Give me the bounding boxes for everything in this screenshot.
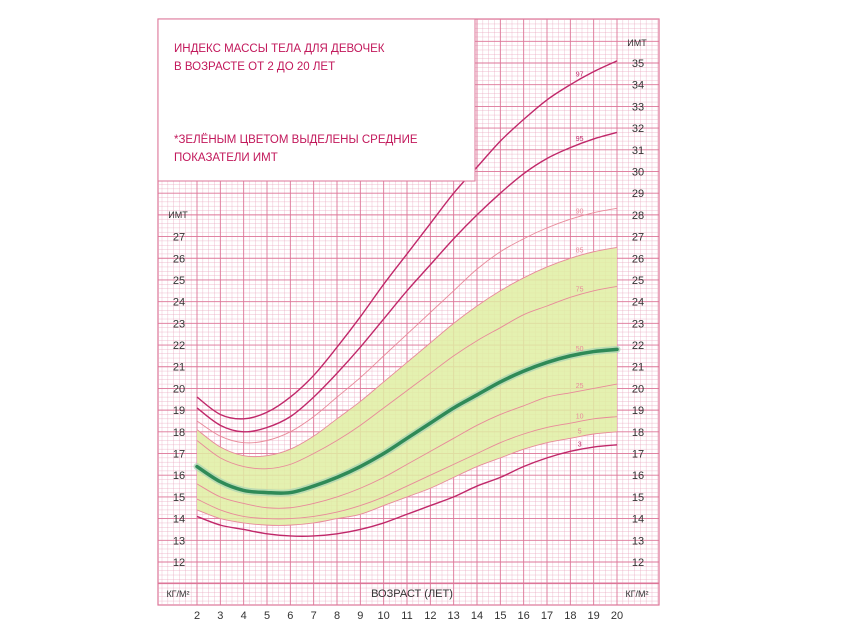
- y-tick-label-right: 21: [632, 362, 644, 374]
- y-tick-label-right: 13: [632, 535, 644, 547]
- x-tick-label: 3: [217, 610, 223, 620]
- percentile-label-5: 5: [578, 429, 582, 436]
- percentile-label-3: 3: [578, 442, 582, 449]
- x-tick-label: 19: [588, 610, 600, 620]
- y-tick-label-right: 32: [632, 123, 644, 135]
- y-tick-label-right: 20: [632, 383, 644, 395]
- y-tick-label-right: 17: [632, 449, 644, 461]
- average-band: [197, 247, 617, 526]
- y-tick-label-right: 22: [632, 340, 644, 352]
- y-tick-label-left: 16: [173, 470, 185, 482]
- curve-p10: [196, 416, 618, 520]
- y-tick-label-left: 20: [173, 383, 185, 395]
- percentile-label-97: 97: [576, 71, 584, 78]
- x-tick-label: 11: [401, 610, 412, 620]
- x-tick-label: 6: [287, 610, 293, 620]
- y-tick-label-left: 14: [173, 514, 185, 526]
- percentile-curves: [193, 60, 621, 537]
- percentile-label-75: 75: [576, 287, 584, 294]
- chart-title-line-1: ИНДЕКС МАССЫ ТЕЛА ДЛЯ ДЕВОЧЕК: [174, 43, 385, 55]
- chart-title-line-2: В ВОЗРАСТЕ ОТ 2 ДО 20 ЛЕТ: [174, 61, 335, 73]
- y-tick-label-right: 26: [632, 253, 644, 265]
- x-tick-label: 18: [564, 610, 576, 620]
- y-tick-label-left: 24: [173, 297, 185, 309]
- y-tick-label-left: 22: [173, 340, 185, 352]
- y-tick-label-right: 23: [632, 318, 644, 330]
- y-tick-label-right: 27: [632, 232, 644, 244]
- curve-p3: [196, 444, 618, 537]
- y-tick-label-right: 33: [632, 101, 644, 113]
- curve-p95: [196, 131, 618, 433]
- curve-p75: [196, 286, 618, 470]
- axes: 2 3 4 5 6 7 8 9 10 11 12 13 14 15 16 17 18 19 201213141516…: [173, 58, 644, 620]
- y-tick-label-right: 15: [632, 492, 644, 504]
- x-tick-label: 2: [194, 610, 200, 620]
- y-tick-label-right: 34: [632, 80, 644, 92]
- y-axis-title-right: ИМТ: [627, 38, 647, 48]
- curve-p85: [196, 246, 618, 458]
- y-tick-label-right: 12: [632, 557, 644, 569]
- y-tick-label-left: 25: [173, 275, 185, 287]
- y-tick-label-left: 12: [173, 557, 185, 569]
- y-tick-label-left: 23: [173, 318, 185, 330]
- y-tick-label-left: 26: [173, 253, 185, 265]
- percentile-label-10: 10: [576, 413, 584, 420]
- x-axis-title: ВОЗРАСТ (ЛЕТ): [371, 588, 453, 600]
- y-unit-left: КГ/М²: [166, 589, 189, 599]
- x-tick-label: 14: [471, 610, 483, 620]
- x-tick-label: 4: [241, 610, 247, 620]
- chart-note-line-2: ПОКАЗАТЕЛИ ИМТ: [174, 152, 278, 164]
- y-tick-label-left: 15: [173, 492, 185, 504]
- y-tick-label-left: 17: [173, 449, 185, 461]
- y-tick-label-right: 14: [632, 514, 644, 526]
- percentile-label-85: 85: [576, 248, 584, 255]
- y-tick-label-left: 19: [173, 405, 185, 417]
- percentile-label-50: 50: [576, 346, 584, 353]
- y-tick-label-left: 27: [173, 232, 185, 244]
- percentile-label-25: 25: [576, 383, 584, 390]
- x-tick-label: 20: [611, 610, 623, 620]
- y-tick-label-right: 31: [632, 145, 644, 157]
- curve-p50: [195, 347, 619, 495]
- x-tick-label: 9: [357, 610, 363, 620]
- percentile-label-95: 95: [576, 136, 584, 143]
- y-tick-label-right: 30: [632, 166, 644, 178]
- curve-p5: [196, 431, 618, 526]
- percentile-labels: 97 95 90 85 75 50 25 10 5 3: [576, 71, 584, 448]
- y-tick-label-right: 29: [632, 188, 644, 200]
- percentile-label-90: 90: [576, 209, 584, 216]
- x-tick-label: 8: [334, 610, 340, 620]
- average-band-area: [197, 247, 617, 526]
- y-tick-label-right: 25: [632, 275, 644, 287]
- chart-note-line-1: *ЗЕЛЁНЫМ ЦВЕТОМ ВЫДЕЛЕНЫ СРЕДНИЕ: [174, 134, 418, 146]
- y-tick-label-left: 18: [173, 427, 185, 439]
- x-tick-label: 13: [448, 610, 460, 620]
- curve-p25: [196, 383, 618, 509]
- y-tick-label-right: 35: [632, 58, 644, 70]
- x-tick-label: 12: [424, 610, 436, 620]
- y-tick-label-right: 24: [632, 297, 644, 309]
- x-tick-label: 7: [311, 610, 317, 620]
- y-axis-title-left: ИМТ: [168, 210, 188, 220]
- x-tick-label: 15: [494, 610, 506, 620]
- x-tick-label: 10: [378, 610, 390, 620]
- y-tick-label-right: 19: [632, 405, 644, 417]
- curve-p97: [196, 60, 618, 420]
- y-tick-label-left: 21: [173, 362, 185, 374]
- title-box: [157, 18, 476, 182]
- x-tick-label: 16: [518, 610, 530, 620]
- y-unit-right: КГ/М²: [625, 589, 648, 599]
- x-tick-label: 17: [541, 610, 553, 620]
- curve-p90: [196, 207, 618, 444]
- y-tick-label-right: 18: [632, 427, 644, 439]
- y-tick-label-right: 16: [632, 470, 644, 482]
- x-tick-label: 5: [264, 610, 270, 620]
- y-tick-label-right: 28: [632, 210, 644, 222]
- y-tick-label-left: 13: [173, 535, 185, 547]
